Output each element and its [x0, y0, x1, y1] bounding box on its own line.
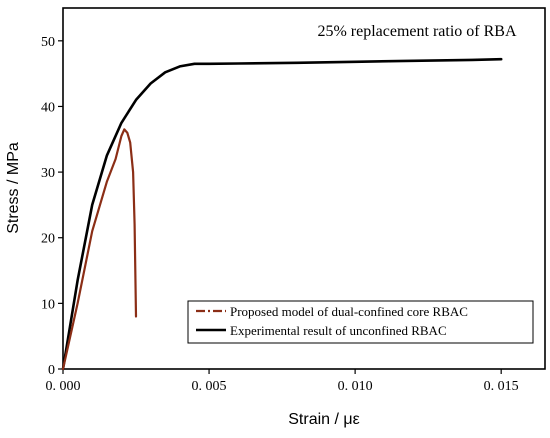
y-axis-ticks: 0 10 20 30 40 50 — [41, 35, 63, 378]
legend: Proposed model of dual-confined core RBA… — [187, 300, 534, 344]
x-tick-label: 0. 000 — [46, 379, 81, 394]
legend-box — [187, 300, 534, 344]
y-axis-label: Stress / MPa — [5, 142, 22, 234]
y-tick-label: 50 — [41, 35, 55, 50]
series-line-experimental — [61, 57, 503, 371]
x-axis-ticks: 0. 000 0. 005 0. 010 0. 015 — [46, 369, 519, 394]
x-tick-label: 0. 015 — [484, 379, 519, 394]
x-tick-label: 0. 010 — [338, 379, 373, 394]
x-tick-label: 0. 005 — [192, 379, 227, 394]
y-tick-label: 20 — [41, 232, 55, 247]
legend-label-proposed-model: Proposed model of dual-confined core RBA… — [230, 304, 468, 319]
series-line-proposed-model — [61, 128, 138, 371]
x-axis-label: Strain / με — [288, 411, 359, 428]
y-tick-label: 0 — [48, 363, 55, 378]
y-tick-label: 30 — [41, 166, 55, 181]
y-tick-label: 10 — [41, 297, 55, 312]
series-layer — [61, 57, 503, 371]
plot-frame — [62, 7, 546, 370]
y-tick-label: 40 — [41, 100, 55, 115]
legend-label-experimental: Experimental result of unconfined RBAC — [230, 323, 447, 338]
chart-title: 25% replacement ratio of RBA — [317, 23, 516, 40]
